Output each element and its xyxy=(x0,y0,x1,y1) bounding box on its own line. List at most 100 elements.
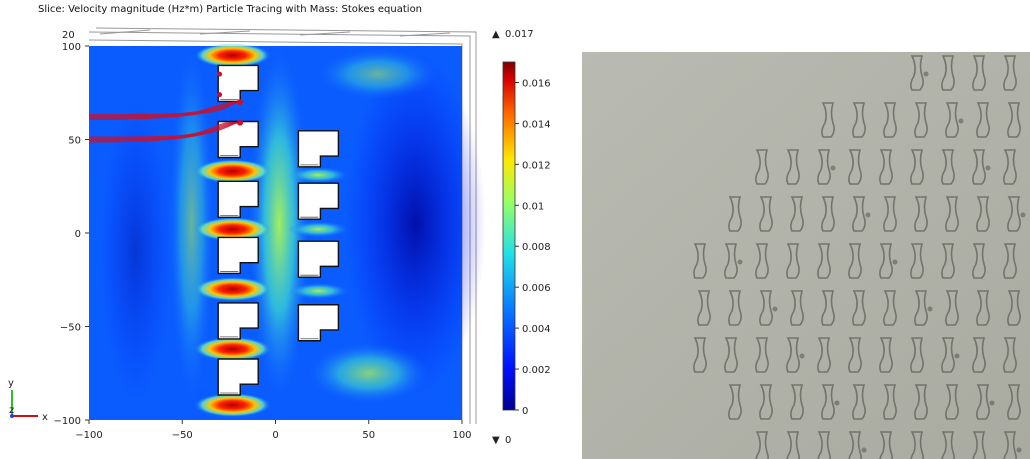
particle-trajectory xyxy=(88,122,241,143)
colorbar-tick-label: 0.014 xyxy=(522,119,551,130)
microscope-photo xyxy=(582,52,1030,459)
particle-trajectory xyxy=(88,122,241,141)
x-tick-label: −50 xyxy=(172,430,193,441)
pillar-outline xyxy=(914,102,928,138)
obstacle-array xyxy=(217,64,340,396)
pillar-outline xyxy=(1003,243,1017,279)
pillar-outline xyxy=(848,337,862,373)
colorbar-max-marker: ▲ xyxy=(492,29,500,40)
colorbar-tick-label: 0.006 xyxy=(522,283,551,294)
debris-particle xyxy=(985,165,991,171)
pillar-outline xyxy=(693,243,707,279)
pillar-outline xyxy=(910,243,924,279)
axis-triad: y x z xyxy=(8,378,48,423)
debris-particle xyxy=(892,259,898,265)
obstacle-pillar xyxy=(297,304,340,342)
particle-endpoint xyxy=(237,99,244,106)
particle-endpoint xyxy=(237,119,244,126)
pillar-outline xyxy=(976,384,990,420)
pillar-outline xyxy=(817,149,831,185)
debris-particle xyxy=(834,400,840,406)
pillar-outline xyxy=(883,290,897,326)
particle-marker xyxy=(217,92,223,98)
high-velocity-spot xyxy=(194,277,271,302)
cold-region xyxy=(100,101,171,402)
pillar-outline xyxy=(945,384,959,420)
y-tick-label: 50 xyxy=(68,136,81,147)
debris-particle xyxy=(1016,447,1022,453)
colorbar-min-label: 0 xyxy=(505,435,511,446)
y-axis: 100 50 0 −50 −100 xyxy=(54,42,89,427)
pillar-outline xyxy=(728,384,742,420)
x-tick-label: 100 xyxy=(452,430,471,441)
obstacle-pillar xyxy=(297,130,340,168)
pillar-outline xyxy=(910,431,924,459)
triad-z-label: z xyxy=(9,405,14,416)
pillar-outline xyxy=(914,384,928,420)
high-velocity-spot xyxy=(194,336,271,361)
obstacle-pillar xyxy=(217,236,259,275)
obstacle-pillar xyxy=(217,302,259,340)
pillar-outline xyxy=(941,243,955,279)
x-tick-label: 50 xyxy=(362,430,375,441)
pillar-outline xyxy=(724,243,738,279)
pillar-outline xyxy=(976,196,990,232)
debris-particle xyxy=(923,71,929,77)
pillar-outline xyxy=(910,149,924,185)
pillar-outline xyxy=(759,384,773,420)
triad-y-label: y xyxy=(8,378,14,389)
y-tick-label: 0 xyxy=(75,229,81,240)
colorbar-tick-label: 0.002 xyxy=(522,365,551,376)
pillar-outline xyxy=(910,55,924,91)
pillar-outline xyxy=(879,243,893,279)
y-tick-label: 100 xyxy=(62,42,81,53)
obstacle-pillar xyxy=(217,358,259,396)
particle-trajectory xyxy=(88,101,241,116)
channel-flow xyxy=(249,48,310,399)
colorbar-max-label: 0.017 xyxy=(505,29,534,40)
x-tick-label: −100 xyxy=(75,430,102,441)
pillar-outline xyxy=(755,431,769,459)
pillar-outline xyxy=(724,337,738,373)
pillar-outline xyxy=(817,431,831,459)
pillar-outline xyxy=(910,337,924,373)
pillar-outline xyxy=(821,384,835,420)
pillar-outline xyxy=(848,243,862,279)
chart-title: Slice: Velocity magnitude (Hz*m) Particl… xyxy=(38,4,423,15)
debris-particle xyxy=(737,259,743,265)
pillar-outline xyxy=(1007,196,1021,232)
pillar-outline xyxy=(914,290,928,326)
pillar-outline xyxy=(693,337,707,373)
pillar-outline xyxy=(852,384,866,420)
pillar-outline xyxy=(1003,55,1017,91)
top-axis-label: 20 xyxy=(62,30,75,41)
debris-particle xyxy=(954,353,960,359)
pillar-outline xyxy=(817,337,831,373)
pillar-outline xyxy=(1007,290,1021,326)
pillar-outline xyxy=(852,196,866,232)
gap-flow xyxy=(288,167,349,184)
pillar-outline xyxy=(1007,102,1021,138)
colorbar-tick-label: 0.01 xyxy=(522,201,544,212)
warm-region xyxy=(308,343,429,404)
colorbar-tick-label: 0 xyxy=(522,406,528,417)
pillar-outline xyxy=(790,384,804,420)
debris-particle xyxy=(927,306,933,312)
pillar-outline xyxy=(786,149,800,185)
pillar-outline xyxy=(976,290,990,326)
pillar-outline xyxy=(914,196,928,232)
particle-trajectory xyxy=(88,101,241,121)
pillar-outline xyxy=(941,55,955,91)
triad-x-label: x xyxy=(42,412,48,423)
pillar-outline xyxy=(879,337,893,373)
pillar-outline xyxy=(790,196,804,232)
pillar-outline xyxy=(786,243,800,279)
pillar-outline xyxy=(821,290,835,326)
pillar-outline xyxy=(976,102,990,138)
colorbar-tick-label: 0.004 xyxy=(522,324,551,335)
pillar-outline xyxy=(755,149,769,185)
pillar-outline xyxy=(883,196,897,232)
pillar-outline xyxy=(848,431,862,459)
pillar-outline xyxy=(786,337,800,373)
